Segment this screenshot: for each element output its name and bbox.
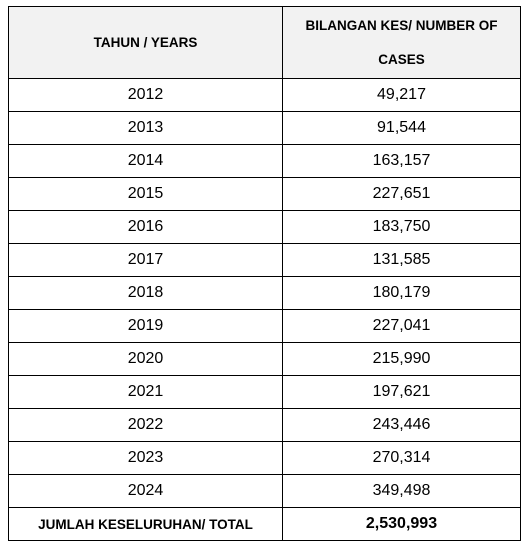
total-label: JUMLAH KESELURUHAN/ TOTAL <box>8 507 283 541</box>
year-cell: 2015 <box>8 177 283 211</box>
cases-cell: 180,179 <box>282 276 521 310</box>
year-cell: 2021 <box>8 375 283 409</box>
table-row: 2022 243,446 <box>8 408 521 442</box>
table-row: 2023 270,314 <box>8 441 521 475</box>
table-row: 2014 163,157 <box>8 144 521 178</box>
year-cell: 2012 <box>8 78 283 112</box>
total-row: JUMLAH KESELURUHAN/ TOTAL 2,530,993 <box>8 507 521 541</box>
cases-cell: 227,651 <box>282 177 521 211</box>
year-cell: 2023 <box>8 441 283 475</box>
year-cell: 2020 <box>8 342 283 376</box>
table-row: 2012 49,217 <box>8 78 521 112</box>
table-row: 2015 227,651 <box>8 177 521 211</box>
cases-cell: 91,544 <box>282 111 521 145</box>
header-year: TAHUN / YEARS <box>8 6 283 79</box>
table-row: 2016 183,750 <box>8 210 521 244</box>
cases-cell: 227,041 <box>282 309 521 343</box>
cases-cell: 243,446 <box>282 408 521 442</box>
cases-cell: 163,157 <box>282 144 521 178</box>
year-cell: 2014 <box>8 144 283 178</box>
table-row: 2017 131,585 <box>8 243 521 277</box>
cases-cell: 183,750 <box>282 210 521 244</box>
year-cell: 2013 <box>8 111 283 145</box>
year-cell: 2017 <box>8 243 283 277</box>
table-body: 2012 49,217 2013 91,544 2014 163,157 2015 227,6… <box>8 78 521 508</box>
cases-cell: 197,621 <box>282 375 521 409</box>
table-row: 2019 227,041 <box>8 309 521 343</box>
year-cell: 2019 <box>8 309 283 343</box>
cases-cell: 215,990 <box>282 342 521 376</box>
year-cell: 2022 <box>8 408 283 442</box>
table-row: 2024 349,498 <box>8 474 521 508</box>
cases-cell: 270,314 <box>282 441 521 475</box>
header-row: TAHUN / YEARS BILANGAN KES/ NUMBER OF CA… <box>8 6 521 79</box>
total-value: 2,530,993 <box>282 507 521 541</box>
year-cell: 2016 <box>8 210 283 244</box>
cases-cell: 131,585 <box>282 243 521 277</box>
table-row: 2020 215,990 <box>8 342 521 376</box>
header-cases: BILANGAN KES/ NUMBER OF CASES <box>282 6 521 79</box>
cases-table: TAHUN / YEARS BILANGAN KES/ NUMBER OF CA… <box>8 6 521 541</box>
year-cell: 2024 <box>8 474 283 508</box>
cases-cell: 49,217 <box>282 78 521 112</box>
table-row: 2013 91,544 <box>8 111 521 145</box>
table-row: 2021 197,621 <box>8 375 521 409</box>
year-cell: 2018 <box>8 276 283 310</box>
table-row: 2018 180,179 <box>8 276 521 310</box>
cases-cell: 349,498 <box>282 474 521 508</box>
